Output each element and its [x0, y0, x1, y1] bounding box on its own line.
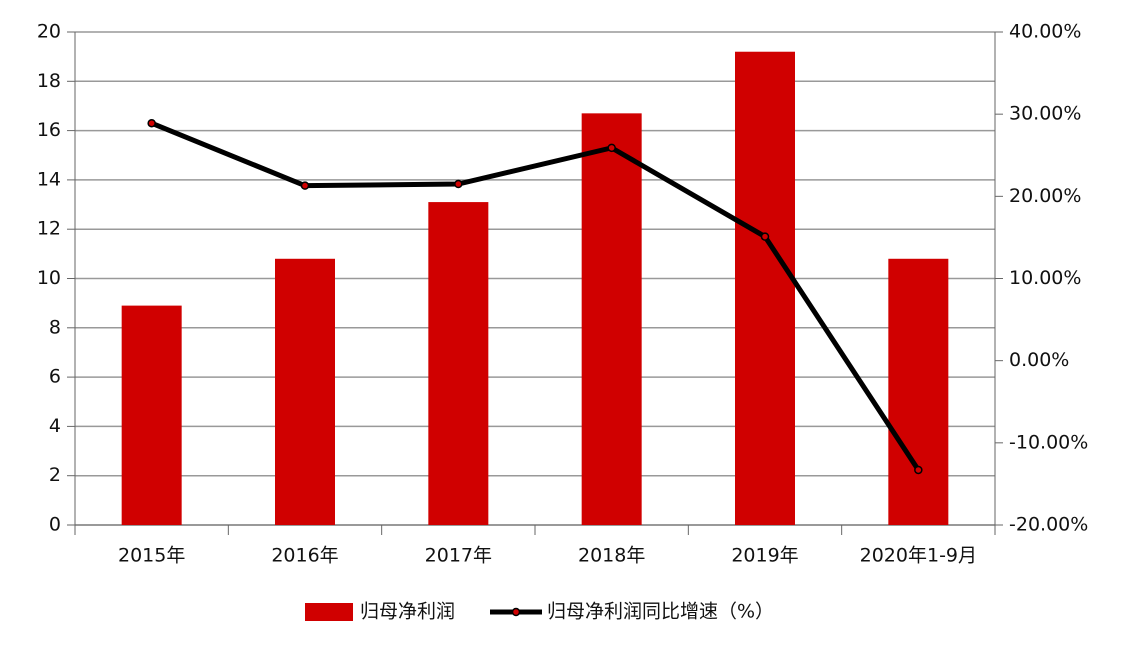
- legend-swatch: [511, 607, 521, 617]
- legend-swatch: [305, 603, 353, 621]
- line-point: [914, 465, 923, 475]
- bar: [121, 305, 182, 525]
- y-tick-label: 20: [37, 21, 61, 43]
- y-tick-label: 18: [37, 70, 61, 92]
- y-tick-label: 2: [49, 464, 61, 486]
- x-tick-label: 2015年: [118, 545, 185, 567]
- y2-tick-label: 20.00%: [1009, 185, 1081, 207]
- y-tick-label: 12: [37, 218, 61, 240]
- y-tick-label: 8: [49, 316, 61, 338]
- y-tick-label: 16: [37, 119, 61, 141]
- line-point: [300, 181, 310, 190]
- y-tick-label: 14: [37, 168, 61, 190]
- bar: [735, 51, 795, 525]
- y-tick-label: 4: [49, 415, 61, 437]
- y2-tick-label: 30.00%: [1009, 103, 1081, 125]
- x-tick-label: 2020年1-9月: [860, 545, 977, 567]
- bar: [581, 113, 642, 525]
- y2-tick-label: 0.00%: [1009, 349, 1069, 371]
- line-point: [760, 232, 770, 241]
- y-tick-label: 0: [49, 514, 61, 536]
- line-point: [454, 179, 463, 189]
- x-tick-label: 2017年: [425, 545, 492, 567]
- y2-tick-label: -10.00%: [1009, 431, 1088, 453]
- y-tick-label: 10: [37, 267, 61, 289]
- bar: [888, 258, 949, 525]
- x-tick-label: 2019年: [731, 545, 798, 567]
- x-tick-label: 2018年: [578, 545, 645, 567]
- line-point: [147, 118, 156, 128]
- y2-tick-label: -20.00%: [1009, 514, 1088, 536]
- legend-label: 归母净利润同比增速（%）: [547, 601, 774, 623]
- line-point: [607, 143, 616, 153]
- y2-tick-label: 10.00%: [1009, 267, 1081, 289]
- x-tick-label: 2016年: [271, 545, 338, 567]
- y-tick-label: 6: [49, 366, 61, 388]
- y2-tick-label: 40.00%: [1009, 21, 1081, 43]
- line: [150, 120, 921, 472]
- bar: [428, 202, 489, 525]
- bar: [275, 258, 335, 525]
- legend-label: 归母净利润: [360, 601, 455, 623]
